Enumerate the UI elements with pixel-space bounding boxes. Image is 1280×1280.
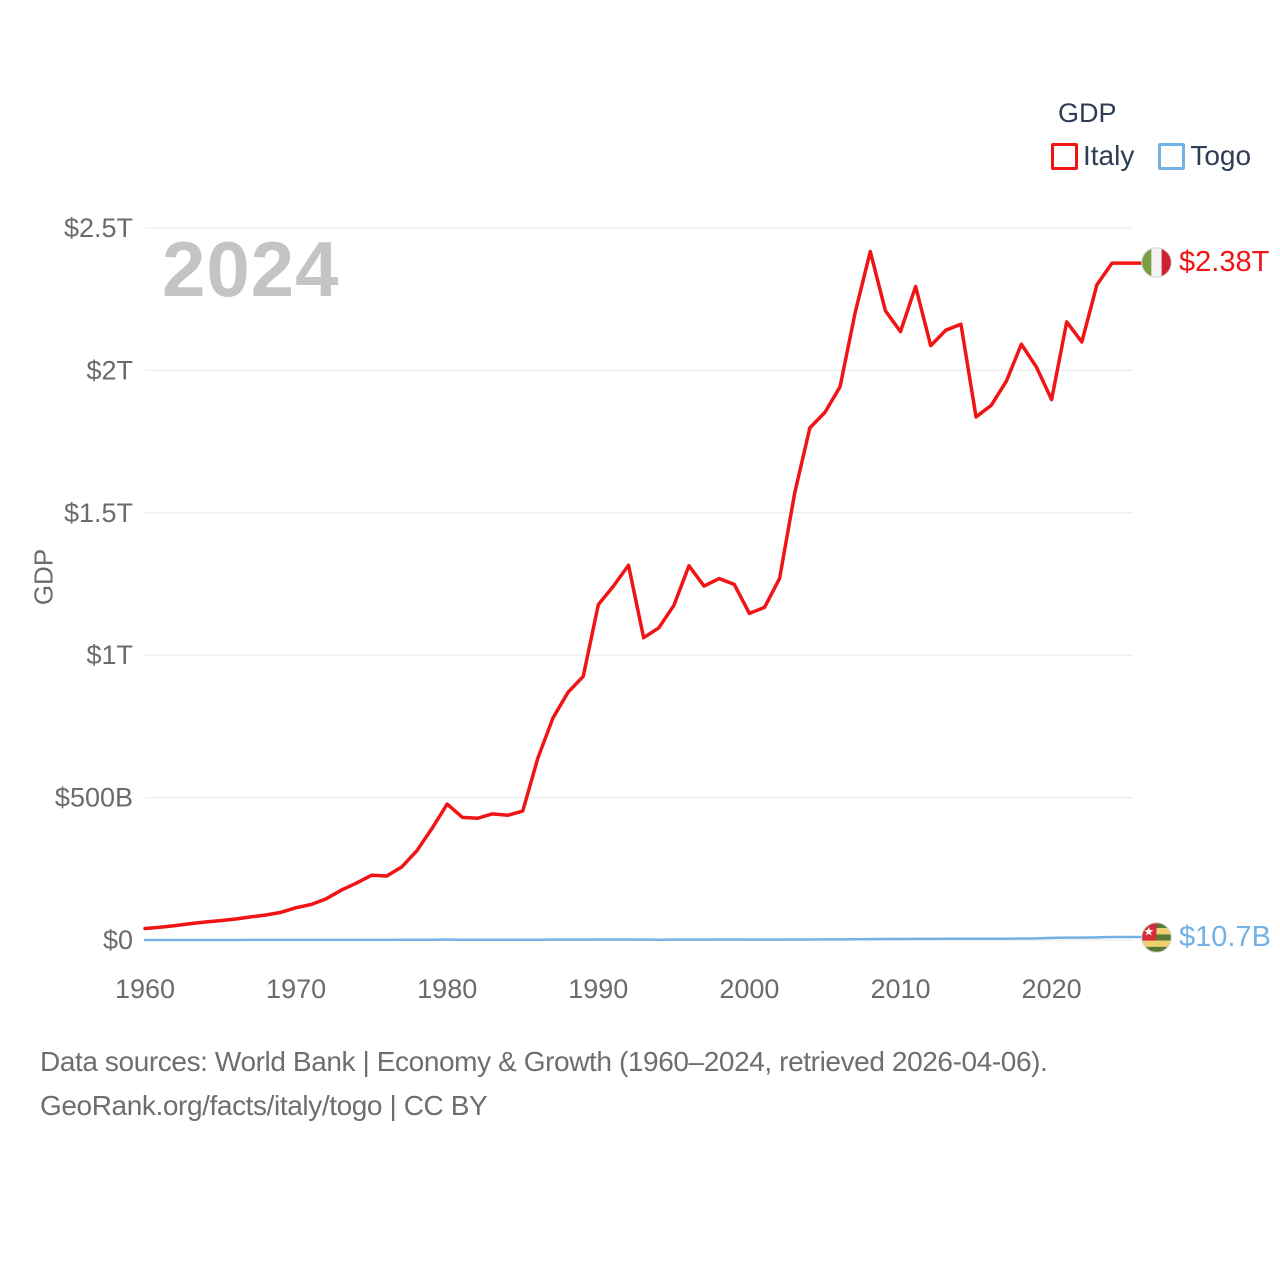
togo-swatch-icon [1158, 142, 1186, 170]
y-axis-title: GDP [28, 548, 59, 606]
footer: Data sources: World Bank | Economy & Gro… [40, 1040, 1048, 1128]
legend-item-label: Togo [1190, 140, 1252, 171]
togo-line-series[interactable] [143, 935, 1114, 942]
italy-end-label: $2.38T [1141, 246, 1269, 279]
x-tick-label: 1960 [115, 974, 175, 1004]
togo-end-value: $10.7B [1179, 921, 1271, 953]
togo-end-label: ★ $10.7B [1141, 921, 1271, 954]
y-tick-label: $2.5T [64, 213, 133, 243]
y-tick-label: $1T [86, 640, 133, 670]
x-tick-label: 2010 [870, 974, 930, 1004]
x-tick-label: 1970 [266, 974, 326, 1004]
legend-title: GDP [1058, 98, 1117, 128]
svg-text:★: ★ [1143, 925, 1154, 939]
x-tick-label: 2000 [719, 974, 779, 1004]
y-tick-label: $2T [86, 355, 133, 385]
y-tick-label: $0 [103, 925, 133, 955]
plot-area: $0 $500B $1T $1.5T $2T $2.5T 1960 1970 1980 1990 2… [55, 213, 1143, 1004]
footer-sources-line: Data sources: World Bank | Economy & Gro… [40, 1046, 1048, 1077]
italy-flag-icon [1141, 247, 1172, 278]
togo-flag-icon: ★ [1141, 922, 1172, 953]
legend-item-label: Italy [1083, 140, 1135, 171]
legend-item-togo[interactable]: Togo [1158, 140, 1251, 172]
italy-end-value: $2.38T [1179, 246, 1270, 278]
y-tick-label: $500B [55, 783, 133, 813]
watermark-year: 2024 [162, 225, 340, 313]
y-tick-label: $1.5T [64, 498, 133, 528]
x-tick-label: 2020 [1022, 974, 1082, 1004]
legend-items: Italy Togo [1051, 140, 1251, 172]
italy-swatch-icon [1051, 142, 1078, 170]
x-tick-label: 1980 [417, 974, 477, 1004]
legend: GDP Italy Togo [1051, 98, 1251, 171]
footer-attribution-line: GeoRank.org/facts/italy/togo | CC BY [40, 1090, 488, 1121]
legend-item-italy[interactable]: Italy [1051, 140, 1134, 172]
x-tick-label: 1990 [568, 974, 628, 1004]
italy-line-series[interactable] [143, 249, 1114, 931]
